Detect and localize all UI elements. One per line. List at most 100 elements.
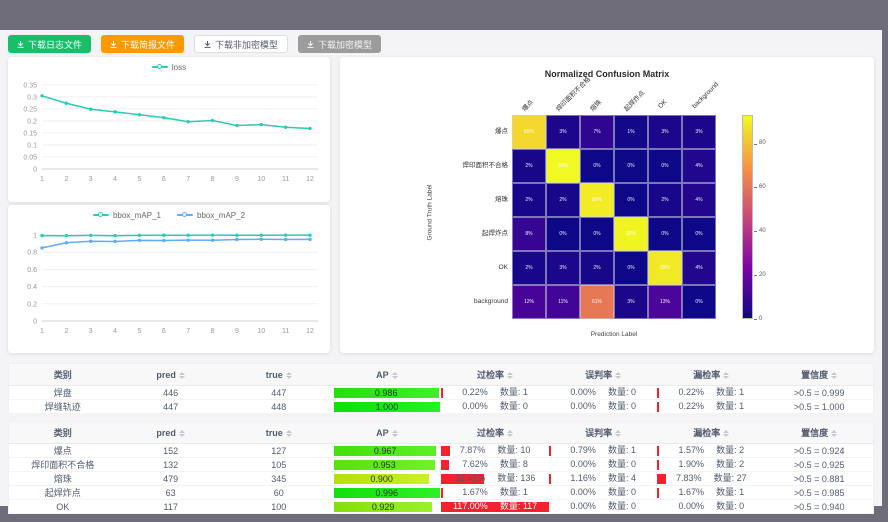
svg-text:11: 11: [282, 328, 289, 335]
rate-count: 数量: 0: [607, 401, 636, 411]
legend-item-bbox_mAP_2[interactable]: bbox_mAP_2: [177, 211, 245, 220]
miss-rate-cell: 1.57% 数量: 2: [657, 443, 766, 458]
sort-icon[interactable]: [391, 371, 398, 379]
sort-icon[interactable]: [723, 372, 730, 380]
ap-cell: 1.000: [332, 399, 441, 414]
map-chart-card: bbox_mAP_1 bbox_mAP_2 0 0.2 0.4 0.6 0.8 1 1 2 3 4 5…: [8, 205, 330, 353]
matrix-column-label: 熔珠: [589, 98, 604, 113]
svg-text:12: 12: [306, 176, 314, 183]
sort-icon[interactable]: [507, 430, 514, 438]
class-name-cell: OK: [8, 499, 117, 514]
download-log-button[interactable]: 下载日志文件: [8, 35, 92, 53]
ap-bar: 0.953: [333, 459, 435, 470]
matrix-column-label: 焊印面积不合格: [555, 75, 593, 113]
svg-text:10: 10: [257, 328, 265, 335]
overdetect-rate-cell: 7.87% 数量: 10: [441, 443, 550, 458]
ap-bar: 0.967: [333, 445, 437, 456]
rate-count: 数量: 0: [607, 459, 636, 469]
rate-percent: 0.00%: [678, 501, 705, 511]
matrix-cell: 3%: [648, 115, 682, 149]
rate-count: 数量: 117: [499, 501, 538, 511]
column-header-label: 置信度: [801, 428, 829, 438]
matrix-cell: 3%: [546, 115, 580, 149]
matrix-cell: 4%: [682, 183, 716, 217]
sort-icon[interactable]: [615, 372, 622, 380]
svg-text:3: 3: [89, 328, 93, 335]
matrix-cell: 0%: [580, 217, 614, 251]
svg-text:0.3: 0.3: [27, 95, 37, 102]
pred-count-cell: 63: [116, 485, 225, 500]
class-name-cell: 起焊炸点: [8, 485, 117, 500]
ap-cell: 0.929: [332, 499, 441, 514]
rate-bar: [441, 459, 450, 470]
matrix-cell: 13%: [648, 285, 682, 319]
rate-bar: [441, 473, 484, 484]
column-header-漏检率[interactable]: 漏检率: [657, 421, 766, 444]
rate-count: 数量: 1: [716, 487, 745, 497]
misjudge-rate-cell: 1.16% 数量: 4: [549, 471, 658, 486]
column-header-误判率[interactable]: 误判率: [549, 363, 658, 386]
sort-icon[interactable]: [285, 371, 292, 379]
ap-cell: 0.967: [332, 443, 441, 458]
rate-percent: 7.87%: [459, 445, 486, 455]
sort-icon[interactable]: [831, 372, 838, 380]
matrix-cell: 2%: [512, 149, 546, 183]
column-header-true[interactable]: true: [224, 421, 333, 444]
colorbar-tick-icon: [754, 187, 757, 189]
svg-text:5: 5: [138, 328, 142, 335]
detection-metrics-table-1: 类别 pred true AP 过检率 误判率 漏检率 置信度 焊盘 446 447 0.986 0.2…: [8, 363, 874, 414]
colorbar-tick-icon: [754, 319, 757, 320]
download-unencrypted-model-button[interactable]: 下载非加密模型: [194, 35, 289, 53]
sort-icon[interactable]: [285, 429, 292, 437]
column-header-过检率[interactable]: 过检率: [441, 363, 550, 386]
svg-text:9: 9: [235, 328, 239, 335]
true-count-cell: 447: [224, 385, 333, 400]
legend-item-loss[interactable]: loss: [151, 63, 186, 72]
matrix-cell: 0%: [614, 149, 648, 183]
detection-metrics-table-2: 类别 pred true AP 过检率 误判率 漏检率 置信度 爆点 152 127 0.967 7.8…: [8, 421, 874, 514]
miss-rate-cell: 0.22% 数量: 1: [657, 385, 766, 400]
matrix-cell: 2%: [512, 183, 546, 217]
column-header-AP[interactable]: AP: [332, 421, 441, 444]
confusion-matrix-card: Normalized Confusion Matrix Ground Truth…: [340, 57, 874, 353]
ap-bar: 0.929: [333, 501, 433, 512]
matrix-cell: 61%: [580, 285, 614, 319]
sort-icon[interactable]: [178, 429, 185, 437]
download-encrypted-model-button[interactable]: 下载加密模型: [298, 35, 382, 53]
column-header-置信度[interactable]: 置信度: [765, 421, 874, 444]
sort-icon[interactable]: [831, 430, 838, 438]
column-header-pred[interactable]: pred: [116, 421, 225, 444]
misjudge-rate-cell: 0.00% 数量: 0: [549, 499, 658, 514]
toolbar: 下载日志文件 下载简报文件 下载非加密模型 下载加密模型: [8, 35, 382, 53]
column-header-误判率[interactable]: 误判率: [549, 421, 658, 444]
column-header-pred[interactable]: pred: [116, 363, 225, 386]
download-report-button[interactable]: 下载简报文件: [101, 35, 185, 53]
rate-percent: 0.22%: [678, 401, 705, 411]
column-header-漏检率[interactable]: 漏检率: [657, 363, 766, 386]
true-count-cell: 105: [224, 457, 333, 472]
matrix-cell: 2%: [512, 251, 546, 285]
sort-icon[interactable]: [615, 430, 622, 438]
column-header-AP[interactable]: AP: [332, 363, 441, 386]
svg-text:2: 2: [64, 176, 68, 183]
sort-icon[interactable]: [723, 430, 730, 438]
svg-text:0.4: 0.4: [27, 284, 37, 291]
sort-icon[interactable]: [178, 371, 185, 379]
confidence-cell: >0.5 = 0.985: [765, 485, 874, 500]
matrix-column-label: 爆点: [521, 98, 536, 113]
sort-icon[interactable]: [391, 429, 398, 437]
true-count-cell: 448: [224, 399, 333, 414]
legend-item-bbox_mAP_1[interactable]: bbox_mAP_1: [92, 211, 161, 220]
column-header-类别: 类别: [8, 421, 117, 444]
misjudge-rate-cell: 0.00% 数量: 0: [549, 399, 658, 414]
rate-count: 数量: 2: [716, 459, 745, 469]
overdetect-rate-cell: 1.67% 数量: 1: [441, 485, 550, 500]
column-header-置信度[interactable]: 置信度: [765, 363, 874, 386]
table-header-row: 类别 pred true AP 过检率 误判率 漏检率 置信度: [8, 421, 874, 444]
miss-rate-cell: 0.00% 数量: 0: [657, 499, 766, 514]
svg-text:0.35: 0.35: [23, 83, 37, 90]
sort-icon[interactable]: [507, 372, 514, 380]
column-header-过检率[interactable]: 过检率: [441, 421, 550, 444]
svg-text:4: 4: [113, 328, 117, 335]
column-header-true[interactable]: true: [224, 363, 333, 386]
